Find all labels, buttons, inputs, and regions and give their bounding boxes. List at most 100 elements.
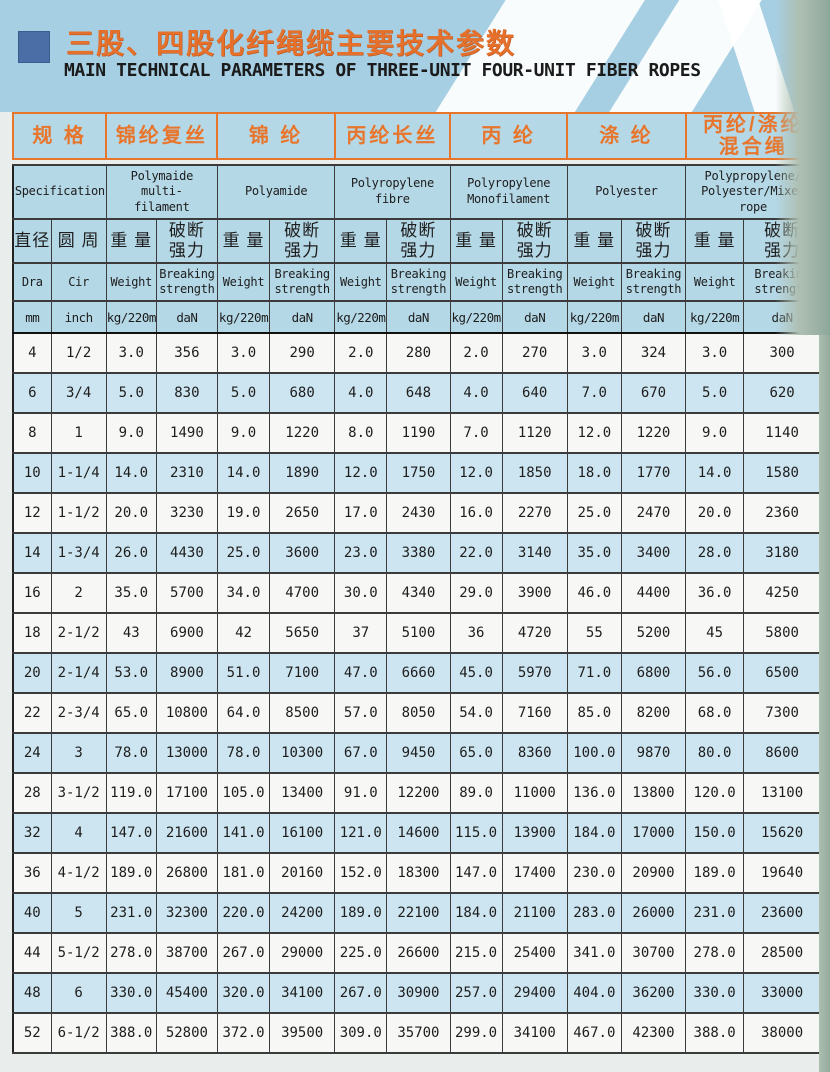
table-cell: 830 bbox=[155, 372, 218, 414]
table-cell: 324 bbox=[620, 332, 687, 374]
table-cell: 42300 bbox=[620, 1012, 687, 1054]
table-cell: 4-1/2 bbox=[50, 852, 107, 894]
table-row: 40 5 231.0 32300 220.0 24200 189.0 22100 184.0 21… bbox=[12, 892, 822, 934]
table-cell: 100.0 bbox=[566, 732, 622, 774]
table-cell: 181.0 bbox=[216, 852, 271, 894]
table-cell: 309.0 bbox=[334, 1012, 388, 1054]
table-cell: 12.0 bbox=[334, 452, 388, 494]
table-cell: 20 bbox=[12, 652, 52, 694]
table-cell: 267.0 bbox=[334, 972, 388, 1014]
table-cell: 16.0 bbox=[449, 492, 503, 534]
table-cell: 21600 bbox=[155, 812, 218, 854]
table-cell: 17000 bbox=[620, 812, 687, 854]
table-cell: 1220 bbox=[269, 412, 336, 454]
table-cell: 29400 bbox=[501, 972, 568, 1014]
table-cell: 105.0 bbox=[216, 772, 271, 814]
subheader-breaking-zh: 破断 强力 bbox=[501, 218, 568, 264]
table-cell: 65.0 bbox=[105, 692, 157, 734]
table-cell: 278.0 bbox=[105, 932, 157, 974]
unit-breaking: daN bbox=[386, 300, 451, 334]
table-cell: 290 bbox=[269, 332, 336, 374]
table-cell: 24200 bbox=[269, 892, 336, 934]
table-row: 18 2-1/2 43 6900 42 5650 37 5100 36 4720 55 5200 45 5… bbox=[12, 612, 822, 654]
table-cell: 85.0 bbox=[566, 692, 622, 734]
table-cell: 13800 bbox=[620, 772, 687, 814]
table-cell: 2.0 bbox=[449, 332, 503, 374]
unit-mm: mm bbox=[12, 300, 52, 334]
table-cell: 38700 bbox=[155, 932, 218, 974]
subheader-cir-en: Cir bbox=[50, 262, 107, 302]
table-cell: 25400 bbox=[501, 932, 568, 974]
table-cell: 6-1/2 bbox=[50, 1012, 107, 1054]
table-row: 52 6-1/2 388.0 52800 372.0 39500 309.0 35700 299… bbox=[12, 1012, 822, 1054]
table-cell: 56.0 bbox=[685, 652, 745, 694]
table-cell: 220.0 bbox=[216, 892, 271, 934]
table-row: 48 6 330.0 45400 320.0 34100 267.0 30900 257.0 29… bbox=[12, 972, 822, 1014]
table-cell: 3140 bbox=[501, 532, 568, 574]
table-cell: 4700 bbox=[269, 572, 336, 614]
table-cell: 25.0 bbox=[216, 532, 271, 574]
table-cell: 68.0 bbox=[685, 692, 745, 734]
table-cell: 36.0 bbox=[685, 572, 745, 614]
table-row: 22 2-3/4 65.0 10800 64.0 8500 57.0 8050 54.0 7160… bbox=[12, 692, 822, 734]
table-cell: 37 bbox=[334, 612, 388, 654]
col-header-pet-en: Polyester bbox=[566, 164, 687, 220]
table-cell: 18300 bbox=[386, 852, 451, 894]
unit-weight: kg/220m bbox=[685, 300, 745, 334]
table-cell: 2430 bbox=[386, 492, 451, 534]
table-cell: 1-3/4 bbox=[50, 532, 107, 574]
table-cell: 3600 bbox=[269, 532, 336, 574]
table-cell: 341.0 bbox=[566, 932, 622, 974]
table-cell: 4250 bbox=[743, 572, 822, 614]
table-cell: 7.0 bbox=[566, 372, 622, 414]
table-cell: 22100 bbox=[386, 892, 451, 934]
table-cell: 7300 bbox=[743, 692, 822, 734]
table-cell: 30700 bbox=[620, 932, 687, 974]
unit-weight: kg/220m bbox=[105, 300, 157, 334]
table-cell: 330.0 bbox=[105, 972, 157, 1014]
table-cell: 17.0 bbox=[334, 492, 388, 534]
table-cell: 45.0 bbox=[449, 652, 503, 694]
col-header-pp-fibre-en: Polyropylene fibre bbox=[334, 164, 451, 220]
table-row: 32 4 147.0 21600 141.0 16100 121.0 14600 115.0 13… bbox=[12, 812, 822, 854]
table-cell: 71.0 bbox=[566, 652, 622, 694]
table-cell: 670 bbox=[620, 372, 687, 414]
table-cell: 10300 bbox=[269, 732, 336, 774]
table-cell: 36200 bbox=[620, 972, 687, 1014]
page-edge-top bbox=[775, 0, 830, 335]
table-cell: 6 bbox=[50, 972, 107, 1014]
table-cell: 4430 bbox=[155, 532, 218, 574]
table-cell: 2470 bbox=[620, 492, 687, 534]
table-cell: 5200 bbox=[620, 612, 687, 654]
table-cell: 7.0 bbox=[449, 412, 503, 454]
table-cell: 640 bbox=[501, 372, 568, 414]
table-cell: 51.0 bbox=[216, 652, 271, 694]
table-cell: 320.0 bbox=[216, 972, 271, 1014]
table-cell: 14.0 bbox=[685, 452, 745, 494]
table-cell: 4400 bbox=[620, 572, 687, 614]
table-row: 44 5-1/2 278.0 38700 267.0 29000 225.0 26600 215… bbox=[12, 932, 822, 974]
table-cell: 23.0 bbox=[334, 532, 388, 574]
subheader-weight-zh: 重 量 bbox=[105, 218, 157, 264]
table-cell: 2360 bbox=[743, 492, 822, 534]
subheader-weight-zh: 重 量 bbox=[566, 218, 622, 264]
table-cell: 1750 bbox=[386, 452, 451, 494]
table-cell: 30.0 bbox=[334, 572, 388, 614]
table-cell: 35.0 bbox=[566, 532, 622, 574]
table-cell: 119.0 bbox=[105, 772, 157, 814]
table-cell: 12.0 bbox=[449, 452, 503, 494]
table-cell: 3/4 bbox=[50, 372, 107, 414]
table-cell: 29.0 bbox=[449, 572, 503, 614]
table-cell: 24 bbox=[12, 732, 52, 774]
table-cell: 225.0 bbox=[334, 932, 388, 974]
spec-table-area: 规 格 锦纶复丝 锦 纶 丙纶长丝 丙 纶 涤 纶 丙纶/涤纶 混合绳 bbox=[11, 112, 823, 1054]
table-cell: 40 bbox=[12, 892, 52, 934]
table-row: 12 1-1/2 20.0 3230 19.0 2650 17.0 2430 16.0 2270 2… bbox=[12, 492, 822, 534]
table-cell: 52800 bbox=[155, 1012, 218, 1054]
table-cell: 80.0 bbox=[685, 732, 745, 774]
table-cell: 14 bbox=[12, 532, 52, 574]
table-cell: 57.0 bbox=[334, 692, 388, 734]
table-cell: 141.0 bbox=[216, 812, 271, 854]
table-cell: 7100 bbox=[269, 652, 336, 694]
table-cell: 4720 bbox=[501, 612, 568, 654]
